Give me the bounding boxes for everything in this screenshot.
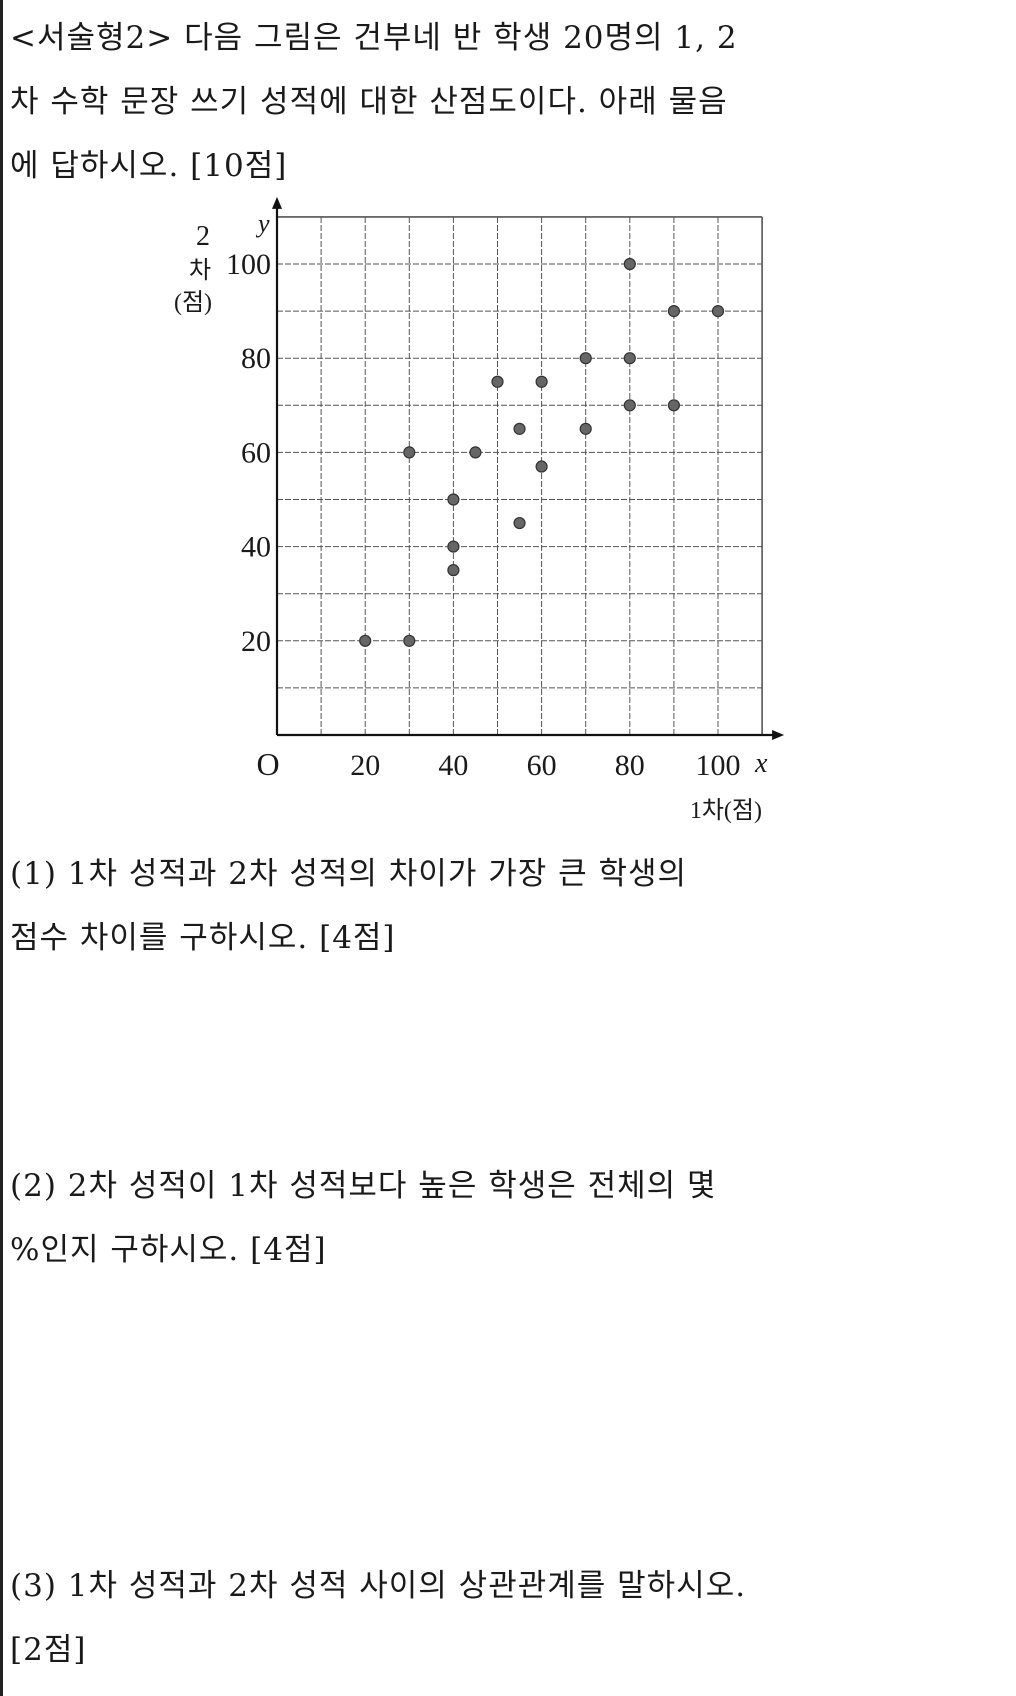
data-point xyxy=(535,375,548,388)
question-header-line-1: <서술형2> 다음 그림은 건부네 반 학생 20명의 1, 2 xyxy=(10,20,738,56)
data-point xyxy=(359,634,372,647)
x-tick-label: 80 xyxy=(615,749,645,782)
data-point xyxy=(623,257,636,271)
data-point xyxy=(579,422,592,435)
data-point xyxy=(491,375,504,388)
data-point xyxy=(667,399,681,412)
data-point xyxy=(711,304,725,318)
data-point xyxy=(535,460,548,473)
subquestion-2-line-2: %인지 구하시오. [4점] xyxy=(10,1232,327,1268)
x-axis-label: 1차(점) xyxy=(690,797,762,824)
y-tick-label: 40 xyxy=(241,531,271,564)
x-tick-label: 100 xyxy=(696,749,741,782)
data-point xyxy=(513,516,526,530)
subquestion-2-line-1: (2) 2차 성적이 1차 성적보다 높은 학생은 전체의 몇 xyxy=(10,1168,717,1204)
data-point xyxy=(447,564,460,577)
x-axis-variable: x xyxy=(754,748,768,779)
grid xyxy=(272,196,785,740)
y-tick-label: 20 xyxy=(241,625,271,658)
data-point xyxy=(513,422,526,435)
y-axis-variable: y xyxy=(255,209,270,238)
y-axis-label-line-2: 차 xyxy=(189,257,211,284)
data-point xyxy=(447,493,460,506)
x-tick-label: 20 xyxy=(350,749,380,782)
origin-label: O xyxy=(256,746,279,782)
y-axis-arrow-icon xyxy=(272,196,282,209)
y-tick-label: 60 xyxy=(241,436,271,469)
subquestion-3-line-2: [2점] xyxy=(10,1632,87,1668)
y-tick-label: 100 xyxy=(226,248,271,281)
box-border xyxy=(0,0,3,1696)
data-point xyxy=(623,352,636,365)
data-point xyxy=(403,446,416,459)
scatter-plot: 2 차 (점) y x O 1차(점) 20 40 60 80 100 20 40 60 80 1… xyxy=(174,196,785,824)
y-tick-label: 80 xyxy=(241,342,271,375)
data-point xyxy=(623,399,636,412)
axis-labels: 2 차 (점) y x O 1차(점) 20 40 60 80 100 20 40 60 80 1… xyxy=(174,209,768,824)
subquestion-1-line-2: 점수 차이를 구하시오. [4점] xyxy=(10,920,396,956)
data-point xyxy=(403,634,416,647)
data-point xyxy=(469,446,482,459)
x-tick-label: 60 xyxy=(527,749,557,782)
question-header-line-3: 에 답하시오. [10점] xyxy=(10,148,288,184)
subquestion-1-line-1: (1) 1차 성적과 2차 성적의 차이가 가장 큰 학생의 xyxy=(10,856,688,892)
x-tick-label: 40 xyxy=(438,749,468,782)
points xyxy=(359,257,725,647)
question-header-line-2: 차 수학 문장 쓰기 성적에 대한 산점도이다. 아래 물음 xyxy=(10,84,728,120)
data-point xyxy=(447,540,460,553)
data-point xyxy=(579,352,592,365)
data-point xyxy=(667,304,681,318)
y-axis-label-line-1: 2 xyxy=(196,221,210,252)
y-axis-label-line-3: (점) xyxy=(174,289,212,316)
subquestion-3-line-1: (3) 1차 성적과 2차 성적 사이의 상관관계를 말하시오. xyxy=(10,1568,747,1604)
x-axis-arrow-icon xyxy=(772,730,785,740)
